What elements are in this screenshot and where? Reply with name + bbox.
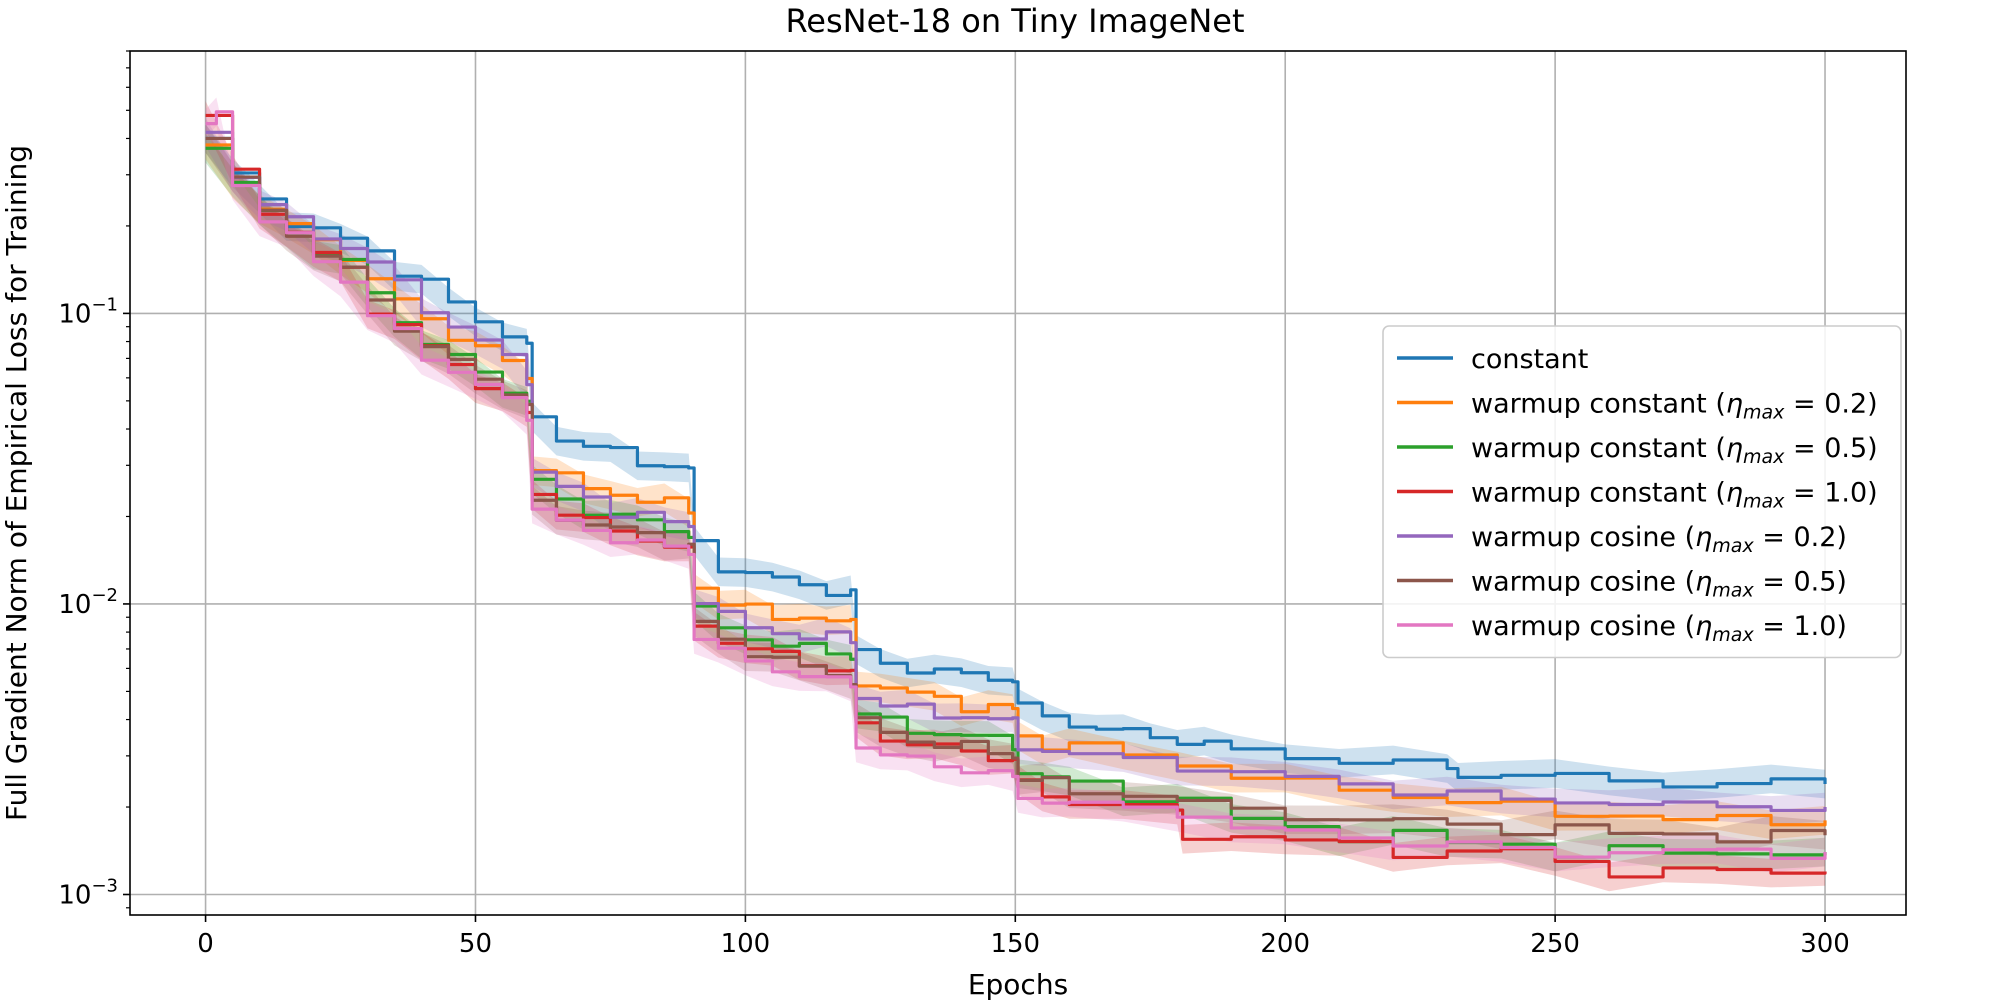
legend-label: warmup cosine (ηmax = 0.5) [1471,567,1847,602]
legend-label-text: constant [1471,344,1588,375]
legend-label: constant [1471,344,1588,375]
legend-label-symbol: η [1726,478,1743,509]
legend-label: warmup cosine (ηmax = 0.2) [1471,522,1847,557]
legend-label-subscript: max [1712,580,1754,602]
y-tick-label: 10−3 [58,875,118,910]
y-tick-label-base: 10 [58,880,91,910]
y-axis-label: Full Gradient Norm of Empirical Loss for… [0,145,33,821]
y-tick-label-base: 10 [58,590,91,620]
legend-label: warmup constant (ηmax = 0.5) [1471,433,1878,468]
legend-label-text: warmup cosine ( [1471,611,1695,642]
legend-label-value: = 0.2) [1754,522,1847,553]
legend-label: warmup constant (ηmax = 1.0) [1471,478,1878,513]
legend-label-subscript: max [1712,624,1754,646]
legend-label-symbol: η [1695,567,1712,598]
y-tick-label-base: 10 [58,299,91,329]
y-tick-label-exp: −1 [91,294,118,315]
y-tick-label: 10−2 [58,585,118,620]
x-axis-label: Epochs [968,968,1068,1000]
legend-label-value: = 1.0) [1754,611,1847,642]
x-tick-label: 200 [1260,929,1310,959]
legend-label-text: warmup cosine ( [1471,522,1695,553]
y-tick-label: 10−1 [58,294,118,329]
series-lines [205,110,1827,879]
legend-label-text: warmup cosine ( [1471,567,1695,598]
y-tick-label-exp: −3 [91,875,118,896]
legend-label-symbol: η [1695,611,1712,642]
legend-label-subscript: max [1743,402,1785,424]
x-tick-label: 250 [1530,929,1580,959]
x-tick-label: 150 [990,929,1040,959]
legend-label-text: warmup constant ( [1471,433,1726,464]
legend-label-symbol: η [1695,522,1712,553]
series-line [205,110,1827,860]
legend-label-value: = 0.5) [1754,567,1847,598]
legend-label-value: = 0.5) [1784,433,1877,464]
legend-box [1382,325,1902,659]
x-tick-label: 50 [459,929,492,959]
legend-label-value: = 1.0) [1784,478,1877,509]
legend-label-text: warmup constant ( [1471,389,1726,420]
series-line [205,130,1827,813]
legend-label-symbol: η [1726,389,1743,420]
x-tick-label: 300 [1800,929,1850,959]
legend-label-subscript: max [1743,446,1785,468]
y-tick-label-exp: −2 [91,585,118,606]
legend-label-subscript: max [1712,535,1754,557]
x-tick-label: 100 [721,929,771,959]
x-tick-label: 0 [197,929,214,959]
legend-label-text: warmup constant ( [1471,478,1726,509]
legend-label-value: = 0.2) [1784,389,1877,420]
legend-label: warmup constant (ηmax = 0.2) [1471,389,1878,424]
legend-label-subscript: max [1743,491,1785,513]
legend-label-symbol: η [1726,433,1743,464]
legend-label: warmup cosine (ηmax = 1.0) [1471,611,1847,646]
plot-frame [129,50,1907,916]
chart-title: ResNet-18 on Tiny ImageNet [785,2,1244,40]
